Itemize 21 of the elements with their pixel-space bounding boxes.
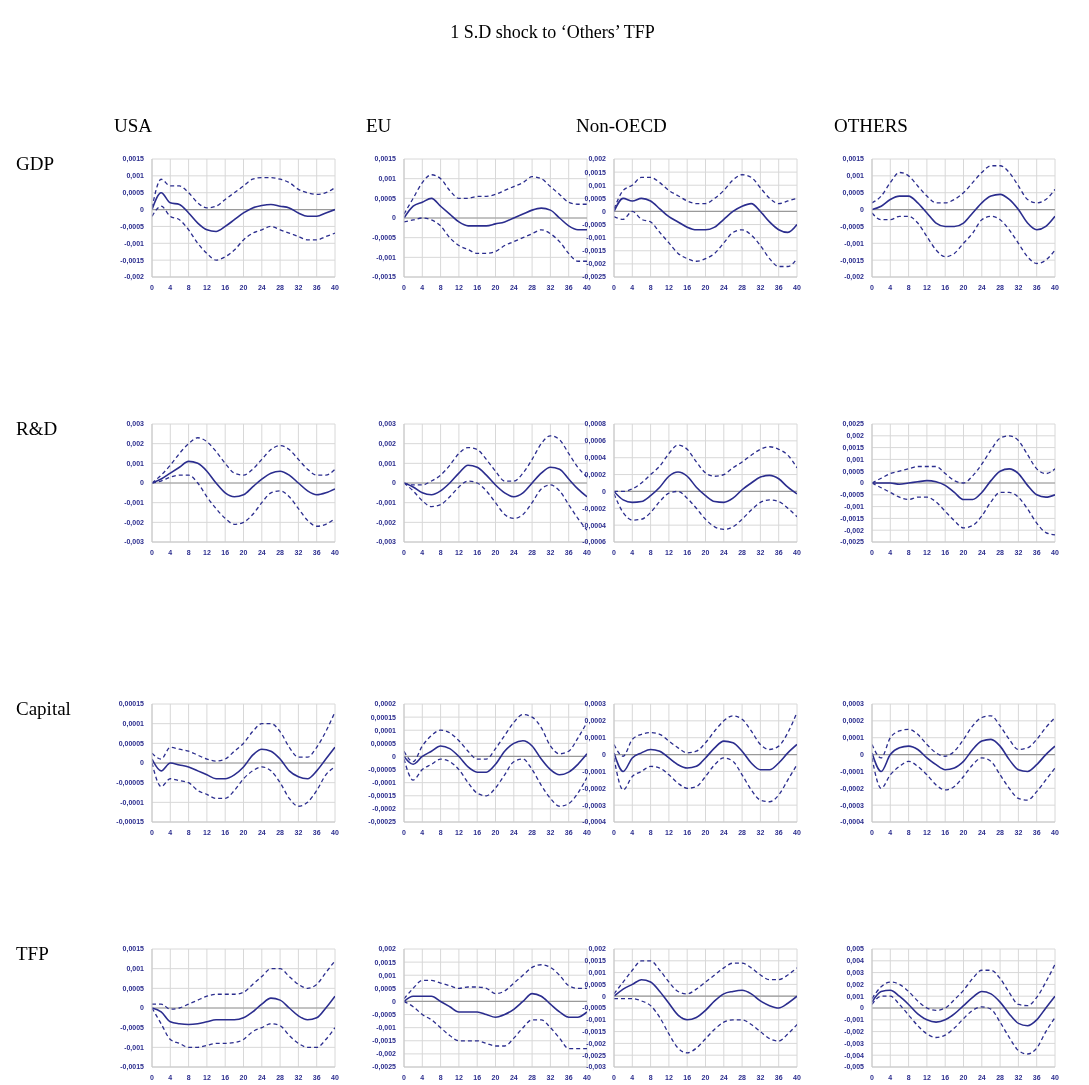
line-series bbox=[872, 715, 1055, 759]
line-series bbox=[152, 711, 335, 762]
chart-title: OTHERS bbox=[833, 114, 909, 138]
line-series bbox=[152, 205, 335, 261]
line-series bbox=[872, 738, 1055, 773]
line-series bbox=[872, 757, 1055, 801]
y-axis-title: R&D bbox=[16, 417, 59, 440]
text: 1 S.D shock to ‘Others’ TFP bbox=[449, 22, 656, 43]
line-series bbox=[614, 757, 797, 803]
y-axis-title: GDP bbox=[16, 152, 55, 175]
y-axis-title: Capital bbox=[16, 697, 72, 720]
chart-title: USA bbox=[113, 114, 153, 138]
line-series bbox=[872, 193, 1055, 231]
line-series bbox=[614, 740, 797, 773]
chart-title: Non-OECD bbox=[575, 114, 668, 138]
line-series bbox=[872, 212, 1055, 265]
line-series bbox=[152, 960, 335, 1010]
chart-title: EU bbox=[366, 115, 392, 136]
line-series bbox=[872, 165, 1055, 204]
y-axis-title: TFP bbox=[16, 942, 50, 965]
line-series bbox=[614, 210, 797, 268]
